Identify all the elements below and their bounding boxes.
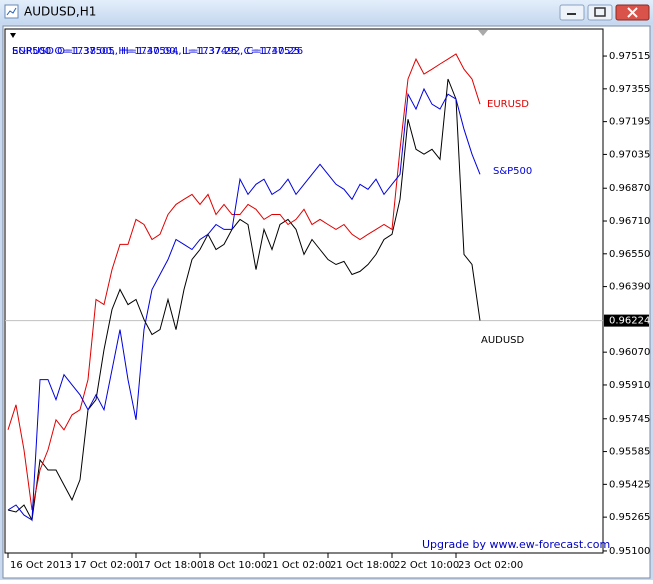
ohlc-header: S&P500 O=1738.00, H=1740.00, L=1737.25, … [12, 46, 300, 57]
series-line [7, 53, 481, 511]
x-tick-label: 16 Oct 2013 [10, 560, 72, 571]
y-tick-label: 0.96390 [609, 282, 650, 293]
x-tick-label: 21 Oct 02:00 [266, 560, 331, 571]
shift-marker [478, 30, 488, 36]
x-tick-label: 18 Oct 10:00 [202, 560, 267, 571]
chart-area [2, 25, 651, 579]
x-tick-label: 21 Oct 18:00 [330, 560, 395, 571]
x-tick-label: 17 Oct 18:00 [138, 560, 203, 571]
window-title: AUDUSD,H1 [24, 5, 96, 19]
title-bar [0, 0, 653, 24]
watermark-bg [418, 537, 602, 551]
y-tick-label: 0.95265 [609, 512, 650, 523]
maximize-glyph [594, 7, 606, 17]
menu-triangle[interactable] [10, 33, 16, 38]
series-label: S&P500 [493, 166, 532, 177]
y-tick-label: 0.95425 [609, 479, 650, 490]
x-tick-label: 23 Oct 02:00 [458, 560, 523, 571]
y-tick-label: 0.95100 [609, 546, 650, 557]
y-tick-label: 0.97515 [609, 51, 650, 62]
y-tick-label: 0.95910 [609, 380, 650, 391]
x-tick-label: 17 Oct 02:00 [74, 560, 139, 571]
window-icon-glyph [6, 7, 17, 16]
maximize-button[interactable] [587, 4, 613, 21]
last-price-label: 0.96224 [609, 316, 650, 327]
y-tick-label: 0.97195 [609, 117, 650, 128]
y-tick-label: 0.95745 [609, 414, 650, 425]
series-line [7, 78, 481, 522]
minimize-glyph [567, 13, 576, 15]
y-tick-label: 0.96870 [609, 183, 650, 194]
y-tick-label: 0.97035 [609, 149, 650, 160]
last-price-box [604, 314, 649, 327]
plot-border [4, 28, 604, 554]
y-tick-label: 0.96710 [609, 216, 650, 227]
y-tick-label: 0.97355 [609, 84, 650, 95]
x-tick-label: 22 Oct 10:00 [394, 560, 459, 571]
close-glyph [627, 7, 638, 18]
series-label: AUDUSD [481, 335, 525, 346]
y-tick-label: 0.96550 [609, 249, 650, 260]
series-label: EURUSD [487, 99, 529, 110]
y-tick-label: 0.96070 [609, 347, 650, 358]
y-tick-label: 0.95585 [609, 447, 650, 458]
minimize-button[interactable] [559, 4, 585, 21]
ohlc-header: EURUSD O=1.37505, H=1.37594, L=1.37492, … [12, 46, 303, 57]
series-line [7, 87, 481, 521]
watermark: Upgrade by www.ew-forecast.com [422, 538, 610, 551]
